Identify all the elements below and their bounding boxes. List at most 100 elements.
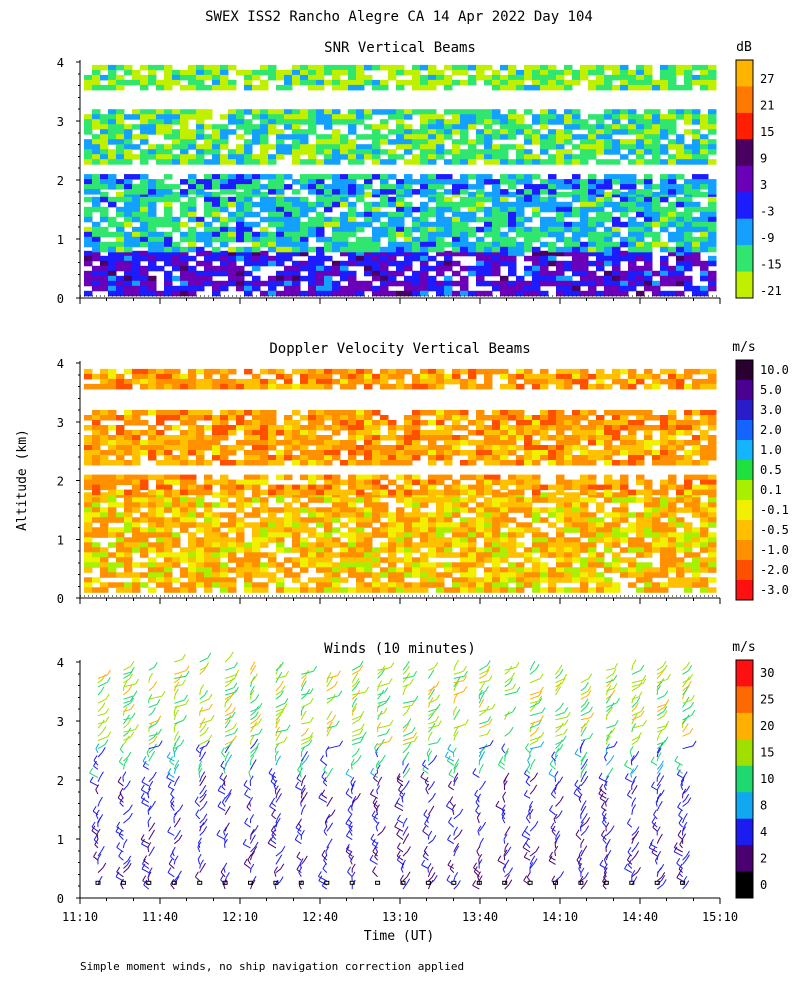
heatmap-cell xyxy=(348,435,357,441)
heatmap-cell xyxy=(148,562,157,568)
heatmap-cell xyxy=(172,517,181,523)
heatmap-cell xyxy=(292,119,301,125)
heatmap-cell xyxy=(108,552,117,558)
heatmap-cell xyxy=(524,290,533,297)
heatmap-cell xyxy=(292,507,301,513)
heatmap-cell xyxy=(388,250,397,257)
heatmap-cell xyxy=(508,124,517,130)
heatmap-cell xyxy=(364,265,373,272)
heatmap-cell xyxy=(700,134,709,140)
heatmap-cell xyxy=(140,129,149,135)
heatmap-cell xyxy=(692,241,701,248)
heatmap-cell xyxy=(612,114,621,120)
heatmap-cell xyxy=(156,532,165,538)
heatmap-cell xyxy=(484,64,493,71)
heatmap-cell xyxy=(468,79,477,86)
heatmap-cell xyxy=(260,489,269,496)
heatmap-cell xyxy=(428,285,437,292)
heatmap-cell xyxy=(92,484,101,491)
heatmap-cell xyxy=(444,159,453,165)
heatmap-cell xyxy=(468,206,477,213)
heatmap-cell xyxy=(644,450,653,456)
heatmap-cell xyxy=(564,522,573,528)
heatmap-cell xyxy=(196,159,205,165)
heatmap-cell xyxy=(396,445,405,451)
heatmap-cell xyxy=(84,154,93,160)
heatmap-cell xyxy=(308,69,317,76)
heatmap-cell xyxy=(300,139,309,145)
heatmap-cell xyxy=(460,231,469,238)
heatmap-cell xyxy=(388,542,397,548)
heatmap-cell xyxy=(420,522,429,528)
heatmap-cell xyxy=(316,552,325,558)
heatmap-cell xyxy=(532,236,541,243)
heatmap-cell xyxy=(548,139,557,145)
heatmap-cell xyxy=(564,577,573,583)
heatmap-cell xyxy=(660,497,669,503)
heatmap-cell xyxy=(140,537,149,543)
heatmap-cell xyxy=(236,216,245,223)
heatmap-cell xyxy=(260,562,269,568)
heatmap-cell xyxy=(228,109,237,115)
heatmap-cell xyxy=(308,144,317,150)
heatmap-cell xyxy=(260,474,269,481)
heatmap-cell xyxy=(660,557,669,563)
heatmap-cell xyxy=(420,587,429,593)
heatmap-cell xyxy=(588,290,597,297)
heatmap-cell xyxy=(684,507,693,513)
heatmap-cell xyxy=(460,497,469,503)
heatmap-cell xyxy=(700,149,709,155)
heatmap-cell xyxy=(244,270,253,277)
heatmap-cell xyxy=(620,507,629,513)
heatmap-cell xyxy=(620,221,629,228)
heatmap-cell xyxy=(108,260,117,267)
heatmap-cell xyxy=(356,144,365,150)
heatmap-cell xyxy=(324,507,333,513)
heatmap-cell xyxy=(588,542,597,548)
heatmap-cell xyxy=(260,236,269,243)
heatmap-cell xyxy=(668,246,677,253)
heatmap-cell xyxy=(372,79,381,86)
heatmap-cell xyxy=(364,191,373,198)
heatmap-cell xyxy=(676,547,685,553)
heatmap-cell xyxy=(436,425,445,431)
heatmap-cell xyxy=(116,440,125,446)
heatmap-cell xyxy=(268,378,277,385)
heatmap-cell xyxy=(612,557,621,563)
heatmap-cell xyxy=(244,368,253,375)
heatmap-cell xyxy=(332,280,341,287)
heatmap-cell xyxy=(116,149,125,155)
heatmap-cell xyxy=(492,420,501,426)
heatmap-cell xyxy=(644,275,653,282)
heatmap-cell xyxy=(564,547,573,553)
heatmap-cell xyxy=(292,420,301,426)
heatmap-cell xyxy=(596,74,605,81)
heatmap-cell xyxy=(212,206,221,213)
heatmap-cell xyxy=(564,84,573,91)
heatmap-cell xyxy=(476,474,485,481)
heatmap-cell xyxy=(308,246,317,253)
heatmap-cell xyxy=(396,582,405,588)
heatmap-cell xyxy=(524,425,533,431)
heatmap-cell xyxy=(356,542,365,548)
heatmap-cell xyxy=(84,542,93,548)
heatmap-cell xyxy=(548,410,557,416)
heatmap-cell xyxy=(388,109,397,115)
heatmap-cell xyxy=(564,445,573,451)
heatmap-cell xyxy=(428,577,437,583)
heatmap-cell xyxy=(308,221,317,228)
heatmap-cell xyxy=(196,231,205,238)
heatmap-cell xyxy=(500,216,509,223)
heatmap-cell xyxy=(412,226,421,233)
heatmap-cell xyxy=(548,542,557,548)
heatmap-cell xyxy=(164,484,173,491)
heatmap-cell xyxy=(684,552,693,558)
heatmap-cell xyxy=(260,460,269,466)
heatmap-cell xyxy=(268,260,277,267)
heatmap-cell xyxy=(196,435,205,441)
heatmap-cell xyxy=(148,184,157,190)
heatmap-cell xyxy=(676,562,685,568)
colorbar-label: 9 xyxy=(760,152,767,166)
heatmap-cell xyxy=(396,440,405,446)
heatmap-cell xyxy=(428,567,437,573)
